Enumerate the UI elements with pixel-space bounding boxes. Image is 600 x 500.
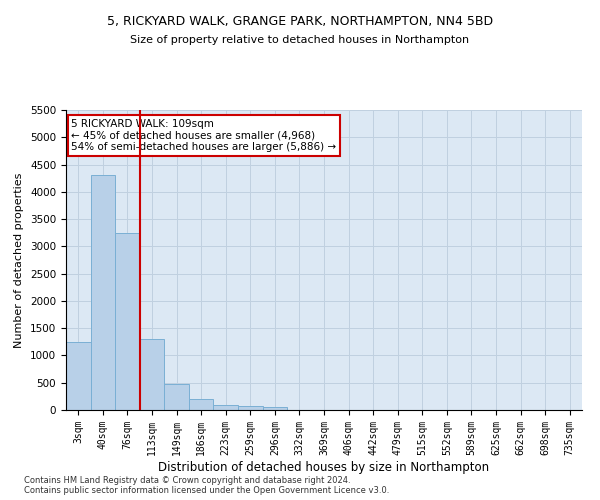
Bar [115, 232, 140, 410]
Y-axis label: Number of detached properties: Number of detached properties [14, 172, 25, 348]
Bar [164, 384, 189, 410]
X-axis label: Distribution of detached houses by size in Northampton: Distribution of detached houses by size … [158, 460, 490, 473]
Text: 5, RICKYARD WALK, GRANGE PARK, NORTHAMPTON, NN4 5BD: 5, RICKYARD WALK, GRANGE PARK, NORTHAMPT… [107, 15, 493, 28]
Bar [263, 408, 287, 410]
Bar [214, 404, 238, 410]
Text: Size of property relative to detached houses in Northampton: Size of property relative to detached ho… [130, 35, 470, 45]
Bar [140, 339, 164, 410]
Bar [238, 406, 263, 410]
Bar [91, 176, 115, 410]
Bar [189, 399, 214, 410]
Bar [66, 342, 91, 410]
Text: 5 RICKYARD WALK: 109sqm
← 45% of detached houses are smaller (4,968)
54% of semi: 5 RICKYARD WALK: 109sqm ← 45% of detache… [71, 119, 336, 152]
Text: Contains HM Land Registry data © Crown copyright and database right 2024.
Contai: Contains HM Land Registry data © Crown c… [24, 476, 389, 495]
